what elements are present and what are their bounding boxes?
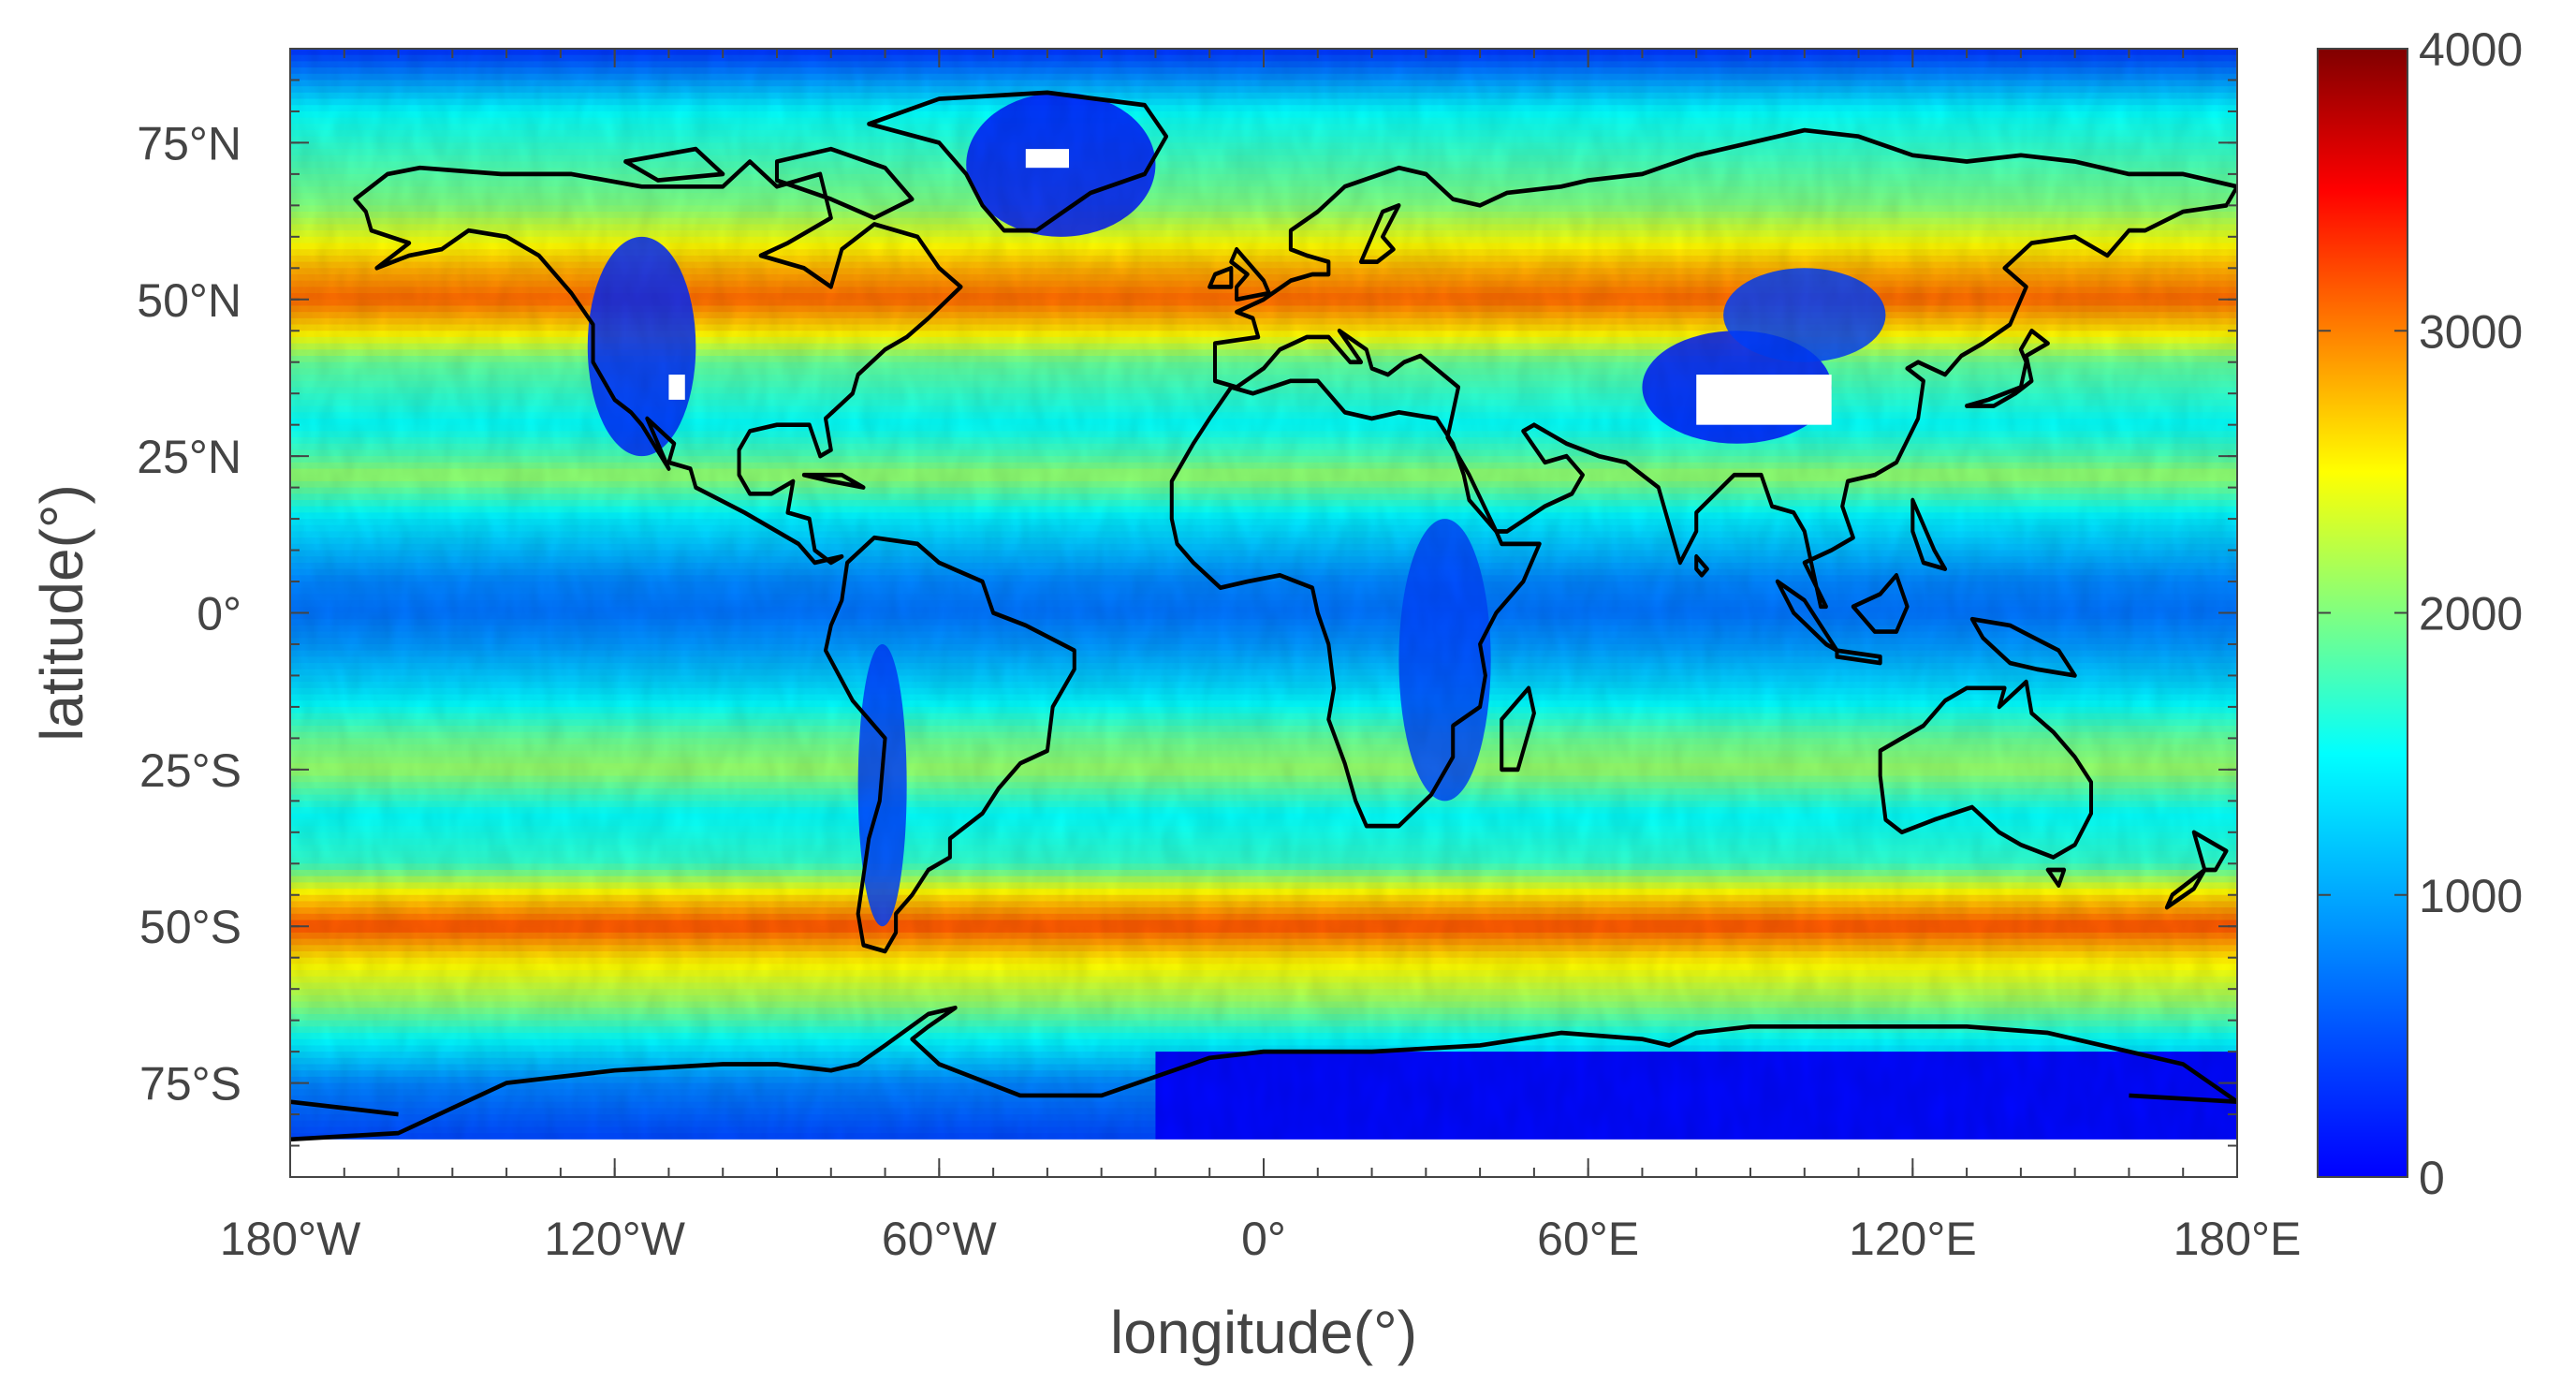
missing-data-region [1696, 375, 1832, 425]
coastline-eurasia [1212, 127, 2237, 610]
colorbar-ticks [2318, 48, 2408, 1178]
colorbar-tick-label: 3000 [2419, 305, 2523, 358]
y-tick-label: 75°S [139, 1058, 242, 1111]
coastline-cuba [801, 472, 866, 490]
y-tick-label: 25°N [137, 431, 242, 483]
y-axis-label: latitude(°) [28, 484, 95, 742]
axis-ticks [289, 48, 2238, 1178]
colorbar-tick-label: 0 [2419, 1152, 2445, 1204]
x-tick-label: 180°E [2174, 1213, 2302, 1265]
map-plot-area [290, 49, 2237, 1177]
x-tick-label: 0° [1241, 1213, 1286, 1265]
coastline-ross [290, 1093, 2237, 1117]
y-tick-label: 50°S [139, 901, 242, 953]
colorbar-tick-labels: 0 1000 2000 3000 4000 [2419, 23, 2523, 1204]
coastline-japan [1965, 328, 2050, 408]
coastline-north-america [353, 159, 963, 566]
coastline-greenland [867, 90, 1169, 233]
coastline-uk [1229, 246, 1271, 302]
y-tick-label: 25°S [139, 744, 242, 797]
coastline-sri-lanka [1694, 553, 1709, 578]
coastline-new-guinea [1969, 616, 2077, 678]
coastline-africa [1169, 378, 1542, 829]
missing-data-region [668, 375, 685, 400]
colorbar: 0 1000 2000 3000 4000 [2317, 23, 2523, 1204]
coastline-antarctica [290, 1005, 2237, 1142]
coastline-australia [1878, 679, 2094, 860]
colorbar-tick-label: 1000 [2419, 870, 2523, 922]
colorbar-tick-label: 4000 [2419, 23, 2523, 76]
coastline-java [1835, 648, 1882, 666]
colorbar-tick-label: 2000 [2419, 588, 2523, 640]
coastlines [290, 90, 2237, 1142]
coastline-philippines [1910, 497, 1948, 571]
missing-data-region [1025, 149, 1069, 169]
x-tick-label: 60°W [882, 1213, 998, 1265]
x-axis-label: longitude(°) [1110, 1299, 1417, 1366]
y-tick-label: 75°N [137, 117, 242, 169]
coastline-sumatra [1775, 579, 1839, 654]
coastline-borneo [1851, 572, 1910, 634]
coastline-baffin [774, 146, 915, 221]
colorbar-gradient [2317, 48, 2408, 1178]
x-tick-label: 120°E [1849, 1213, 1977, 1265]
coastline-south-america [823, 535, 1076, 954]
x-tick-label: 120°W [544, 1213, 685, 1265]
x-tick-label: 180°W [220, 1213, 361, 1265]
coastline-new-zealand [2164, 830, 2229, 910]
coastline-victoria [623, 146, 725, 183]
y-tick-labels: 75°N 50°N 25°N 0° 25°S 50°S 75°S [137, 117, 242, 1110]
x-tick-labels: 180°W 120°W 60°W 0° 60°E 120°E 180°E [220, 1213, 2302, 1265]
coastline-madagascar [1500, 685, 1536, 773]
coastline-ireland [1208, 265, 1234, 289]
x-tick-label: 60°E [1537, 1213, 1639, 1265]
y-tick-label: 50°N [137, 274, 242, 327]
y-tick-label: 0° [197, 588, 242, 640]
coastline-baltic [1358, 203, 1401, 264]
coastline-tasmania [2045, 867, 2067, 889]
texture-overlay [290, 49, 2237, 1177]
